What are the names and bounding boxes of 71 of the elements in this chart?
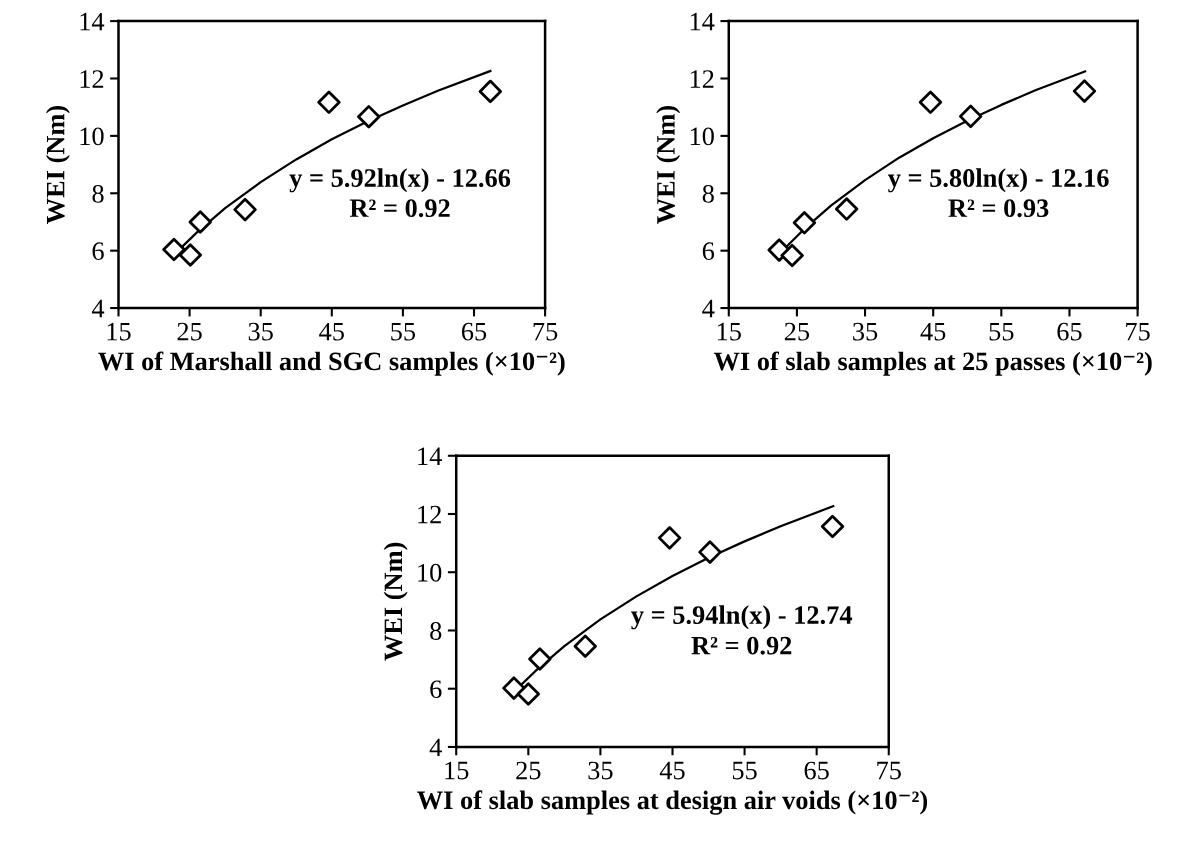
x-tick-label: 45 (659, 761, 685, 780)
y-tick-label: 8 (92, 184, 104, 203)
y-tick-label: 4 (429, 738, 442, 757)
y-tick-label: 12 (80, 70, 104, 88)
x-tick-label: 25 (516, 761, 541, 780)
x-axis-title: WI of Marshall and SGC samples (×10⁻²) (98, 351, 565, 376)
y-tick-label: 4 (702, 299, 715, 318)
y-tick-label: 6 (430, 680, 442, 699)
y-axis-title: WEI (Nm) (383, 542, 408, 661)
x-tick-label: 15 (445, 761, 469, 780)
x-tick-label: 25 (784, 322, 810, 341)
x-axis-title: WI of slab samples at 25 passes (×10⁻²) (713, 351, 1152, 376)
x-tick-label: 15 (717, 322, 741, 341)
x-tick-label: 75 (877, 761, 901, 780)
x-tick-label: 65 (1057, 322, 1082, 341)
point (233, 197, 257, 222)
x-tick-label: 55 (732, 761, 757, 780)
point (188, 210, 212, 234)
annotation: y = 5.94ln(x) - 12.74 (631, 605, 853, 630)
point (834, 197, 859, 221)
annotation: y = 5.80ln(x) - 12.16 (887, 168, 1109, 193)
x-tick-label: 65 (461, 322, 487, 341)
annotation: R² = 0.93 (948, 199, 1049, 218)
y-tick-label: 8 (430, 622, 442, 640)
y-tick-label: 14 (690, 12, 715, 31)
point (698, 540, 722, 564)
annotation: R² = 0.92 (691, 636, 792, 655)
point (162, 237, 186, 262)
point (178, 243, 202, 267)
point (918, 90, 943, 114)
x-tick-label: 25 (177, 322, 202, 341)
y-tick-label: 10 (418, 563, 442, 582)
x-tick-label: 65 (804, 761, 829, 780)
point (1072, 79, 1097, 103)
annotation: R² = 0.92 (349, 199, 450, 218)
point (317, 90, 341, 114)
x-axis-title: WI of slab samples at design air voids (×10⁻²) (417, 790, 928, 815)
x-tick-label: 55 (989, 322, 1014, 341)
annotation: y = 5.92ln(x) - 12.66 (289, 168, 511, 193)
point (958, 104, 983, 129)
point (502, 676, 526, 700)
x-tick-label: 75 (1126, 322, 1150, 341)
x-tick-label: 35 (853, 322, 878, 341)
y-tick-label: 14 (418, 447, 442, 465)
point (528, 647, 552, 671)
y-tick-label: 6 (92, 242, 104, 261)
point (792, 211, 817, 235)
point (478, 79, 503, 104)
point (357, 104, 381, 129)
x-tick-label: 55 (391, 322, 416, 341)
y-tick-label: 6 (702, 242, 715, 261)
y-axis-title: WEI (Nm) (656, 106, 681, 224)
y-tick-label: 4 (91, 299, 105, 318)
point (820, 514, 845, 539)
x-tick-label: 15 (107, 322, 131, 341)
y-tick-label: 12 (418, 505, 441, 524)
x-tick-label: 75 (533, 322, 558, 341)
y-tick-label: 12 (690, 70, 714, 88)
y-tick-label: 8 (702, 184, 714, 203)
y-tick-label: 10 (690, 127, 714, 146)
point (516, 682, 540, 706)
point (780, 243, 804, 268)
point (573, 634, 597, 658)
x-tick-label: 45 (920, 322, 946, 341)
x-tick-label: 35 (588, 761, 613, 780)
point (657, 526, 682, 550)
y-tick-label: 14 (80, 12, 105, 31)
y-tick-label: 10 (80, 127, 104, 146)
y-axis-title: WEI (Nm) (45, 106, 70, 224)
x-tick-label: 45 (319, 322, 344, 341)
x-tick-label: 35 (248, 322, 273, 341)
